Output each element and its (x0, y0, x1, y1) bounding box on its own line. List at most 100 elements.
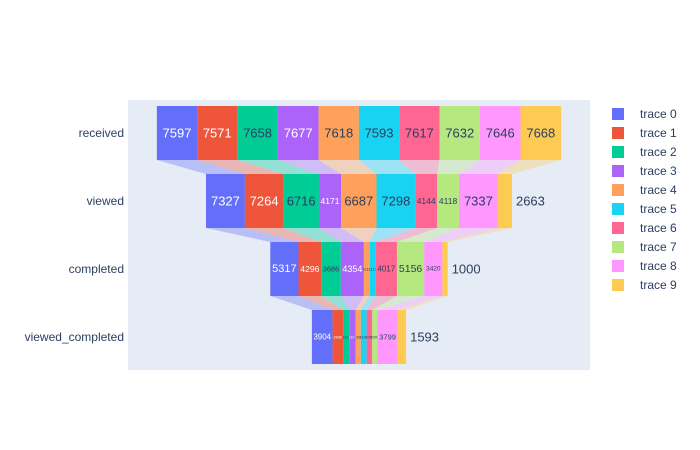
funnel-bar[interactable] (197, 106, 238, 160)
funnel-bar[interactable] (349, 310, 356, 364)
funnel-bar[interactable] (442, 242, 448, 296)
funnel-bar[interactable] (355, 310, 361, 364)
funnel-connector (283, 228, 341, 242)
funnel-bar[interactable] (363, 242, 370, 296)
funnel-connector (399, 160, 440, 174)
legend[interactable]: trace 0 trace 1 trace 2 trace 3 trace 4 trace… (612, 107, 677, 292)
bar-value-label: 4354 (342, 264, 362, 274)
legend-item[interactable]: trace 3 (612, 164, 677, 178)
bar-value-label: 7337 (464, 194, 493, 209)
legend-item[interactable]: trace 5 (612, 202, 677, 216)
legend-label: trace 5 (640, 202, 677, 216)
funnel-connector (318, 160, 377, 174)
legend-swatch (612, 241, 624, 253)
funnel-bar[interactable] (318, 174, 342, 228)
bar-value-label: 1100 (348, 335, 357, 340)
funnel-bar[interactable] (415, 174, 438, 228)
bar-value-label: 4144 (417, 196, 436, 206)
funnel-bar[interactable] (376, 174, 416, 228)
funnel-bar[interactable] (340, 242, 364, 296)
funnel-bars: 7597 7571 7658 7677 7618 7593 7617 7632 7646 7668… (156, 106, 562, 364)
legend-item[interactable]: trace 0 (612, 107, 677, 121)
stage-label: received (79, 126, 124, 140)
legend-item[interactable]: trace 7 (612, 240, 677, 254)
funnel-bar[interactable] (369, 242, 376, 296)
funnel-bar[interactable] (270, 242, 299, 296)
legend-swatch (612, 165, 624, 177)
funnel-bar[interactable] (206, 174, 245, 228)
bar-value-label: 4171 (321, 196, 340, 206)
bar-value-label: 1111 (363, 267, 372, 272)
funnel-bar[interactable] (458, 174, 498, 228)
bar-value-label: 4296 (300, 264, 319, 274)
bar-value-label: 6687 (344, 194, 373, 209)
legend-item[interactable]: trace 8 (612, 259, 677, 273)
funnel-bar[interactable] (479, 106, 521, 160)
legend-item[interactable]: trace 2 (612, 145, 677, 159)
funnel-bar[interactable] (341, 174, 377, 228)
legend-swatch (612, 184, 624, 196)
funnel-bar[interactable] (396, 242, 425, 296)
funnel-bar[interactable] (437, 174, 459, 228)
funnel-bar[interactable] (366, 310, 373, 364)
funnel-bar[interactable] (244, 174, 284, 228)
funnel-bar[interactable] (497, 174, 512, 228)
legend-item[interactable]: trace 4 (612, 183, 677, 197)
legend-item[interactable]: trace 9 (612, 278, 677, 292)
funnel-bar[interactable] (343, 310, 350, 364)
legend-label: trace 1 (640, 126, 677, 140)
bar-value-label: 7597 (163, 126, 192, 141)
bar-value-label: 7677 (284, 126, 313, 141)
funnel-bar[interactable] (358, 106, 400, 160)
bar-value-label: 7571 (203, 126, 232, 141)
funnel-connectors (156, 160, 562, 310)
funnel-connector (366, 296, 397, 310)
legend-item[interactable]: trace 6 (612, 221, 677, 235)
funnel-connector (340, 296, 364, 310)
bar-value-label: 1111 (369, 267, 378, 272)
bar-value-label: 7668 (526, 126, 555, 141)
funnel-bar[interactable] (318, 106, 359, 160)
legend-swatch (612, 203, 624, 215)
funnel-connector (424, 228, 498, 242)
funnel-bar[interactable] (360, 310, 367, 364)
bar-value-label: 4118 (439, 196, 458, 206)
funnel-connector (156, 160, 245, 174)
funnel-bar[interactable] (237, 106, 278, 160)
funnel-bar[interactable] (377, 310, 398, 364)
funnel-bar[interactable] (321, 242, 341, 296)
funnel-bar[interactable] (520, 106, 562, 160)
legend-swatch (612, 260, 624, 272)
bar-value-label: 3799 (379, 333, 396, 342)
bar-value-label: 1200 (342, 335, 352, 340)
funnel-bar[interactable] (332, 310, 344, 364)
funnel-bar[interactable] (439, 106, 480, 160)
funnel-bar[interactable] (283, 174, 319, 228)
funnel-bar[interactable] (277, 106, 319, 160)
funnel-bar[interactable] (375, 242, 397, 296)
funnel-connector (375, 228, 438, 242)
funnel-bar[interactable] (311, 310, 333, 364)
bar-value-label: 1000 (354, 335, 364, 340)
funnel-connector (270, 296, 333, 310)
funnel-bar[interactable] (156, 106, 198, 160)
funnel-connector (360, 296, 376, 310)
funnel-bar[interactable] (372, 310, 378, 364)
funnel-bar[interactable] (424, 242, 443, 296)
funnel-bar[interactable] (397, 310, 407, 364)
bar-value-label: 1593 (410, 330, 439, 345)
legend-label: trace 6 (640, 221, 677, 235)
bar-value-label: 7298 (381, 194, 410, 209)
funnel-connector (298, 296, 344, 310)
funnel-bar[interactable] (399, 106, 440, 160)
funnel-connector (321, 296, 350, 310)
funnel-bar[interactable] (298, 242, 322, 296)
bar-value-label: 7646 (486, 126, 515, 141)
legend-swatch (612, 108, 624, 120)
legend-swatch (612, 222, 624, 234)
legend-item[interactable]: trace 1 (612, 126, 677, 140)
funnel-connector (372, 296, 425, 310)
bar-value-label: 7327 (211, 194, 240, 209)
funnel-connector (206, 228, 299, 242)
